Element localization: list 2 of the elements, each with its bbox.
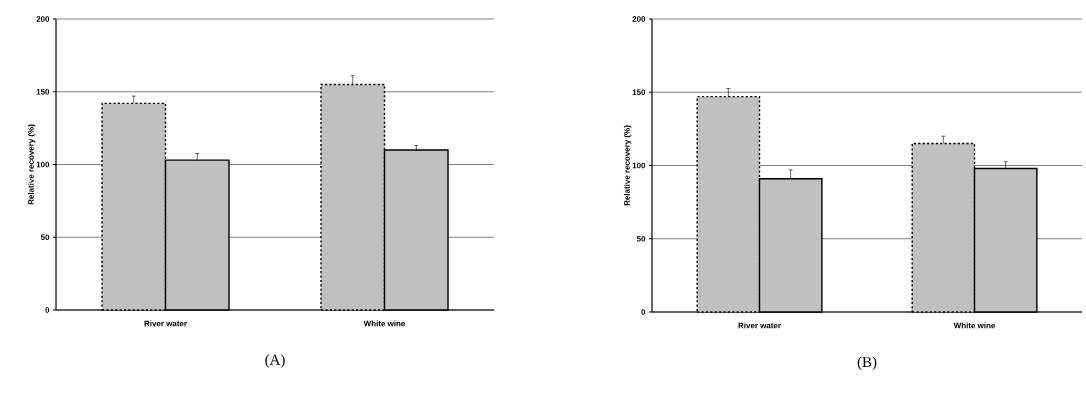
text: (A) — [265, 354, 285, 368]
text: (B) — [857, 356, 877, 371]
